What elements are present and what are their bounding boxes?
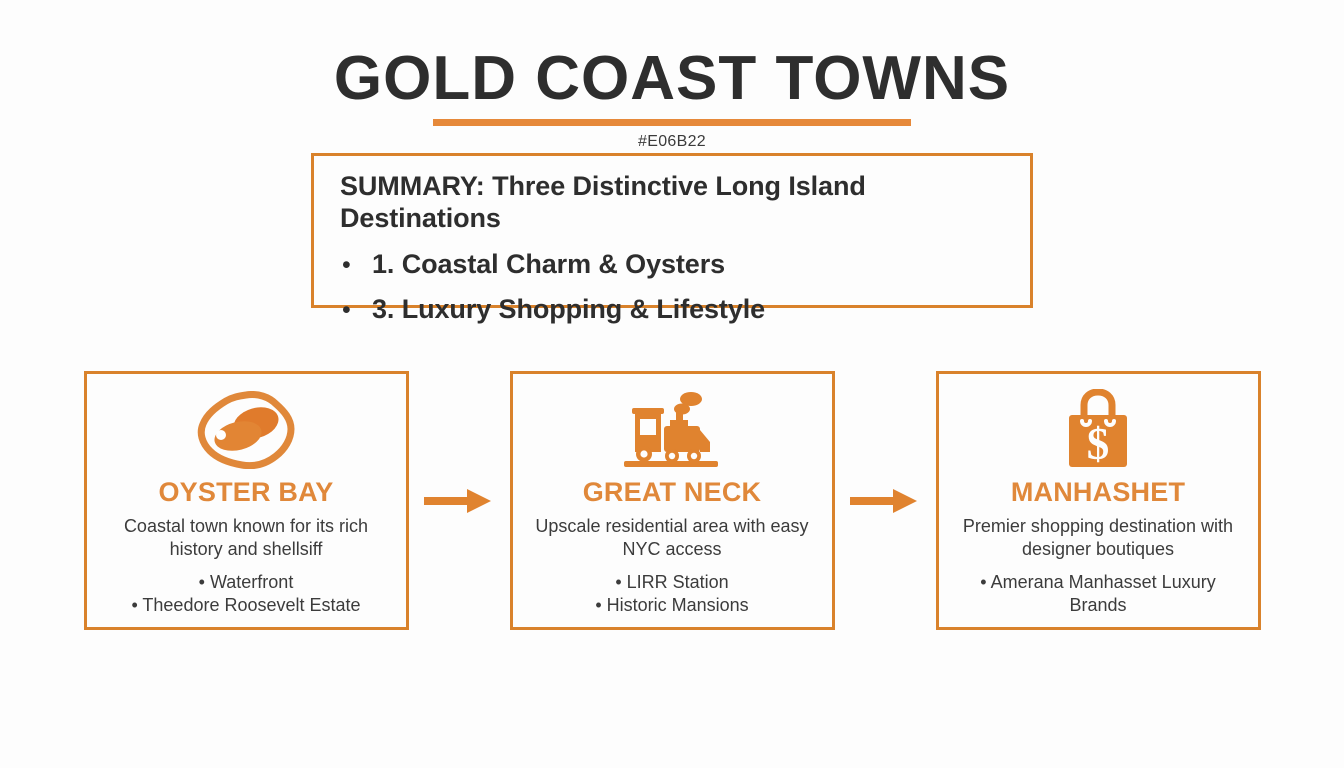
card-bullet-item: • Amerana Manhasset Luxury Brands bbox=[980, 572, 1216, 615]
bullet-dot-icon: • bbox=[342, 295, 351, 324]
card-description: Premier shopping destination with design… bbox=[962, 516, 1234, 559]
summary-box: SUMMARY: Three Distinctive Long Island D… bbox=[311, 153, 1033, 324]
card-bullets: • Amerana Manhasset Luxury Brands bbox=[953, 571, 1243, 617]
summary-heading: SUMMARY: Three Distinctive Long Island D… bbox=[340, 171, 866, 234]
shopping-bag-dollar-icon: $ bbox=[1059, 389, 1137, 470]
summary-bullet-label: 3. Luxury Shopping & Lifestyle bbox=[372, 293, 766, 324]
bullet-dot-icon: • bbox=[342, 250, 351, 279]
summary-bullet-label: 1. Coastal Charm & Oysters bbox=[372, 248, 726, 279]
card-bullets: • Waterfront • Theedore Roosevelt Estate bbox=[101, 571, 391, 617]
oyster-shell-icon bbox=[196, 390, 296, 470]
page-title: GOLD COAST TOWNS bbox=[333, 44, 1011, 113]
card-bullet-item: • Waterfront bbox=[198, 572, 294, 592]
title-subtitle-hex: #E06B22 bbox=[638, 133, 706, 150]
card-title: OYSTER BAY bbox=[158, 477, 334, 507]
card-bullet-item: • Theedore Roosevelt Estate bbox=[131, 594, 361, 615]
title-block: GOLD COAST TOWNS #E06B22 bbox=[0, 48, 1344, 151]
flow-arrow-icon bbox=[835, 371, 936, 630]
town-card-oyster-bay: OYSTER BAY Coastal town known for its ri… bbox=[83, 371, 409, 630]
town-card-great-neck: GREAT NECK Upscale residential area with… bbox=[509, 371, 835, 630]
town-card-manhashet: $ MANHASHET Premier shopping destination… bbox=[935, 371, 1261, 630]
town-cards-row: OYSTER BAY Coastal town known for its ri… bbox=[0, 371, 1344, 631]
flow-arrow-icon bbox=[409, 371, 510, 630]
card-bullet-item: • Historic Mansions bbox=[595, 594, 749, 615]
card-title: GREAT NECK bbox=[582, 477, 762, 507]
card-bullets: • LIRR Station • Historic Mansions bbox=[527, 571, 817, 617]
card-description: Upscale residential area with easy NYC a… bbox=[535, 516, 809, 559]
card-description: Coastal town known for its rich history … bbox=[123, 516, 369, 559]
summary-bullet-item: • 1. Coastal Charm & Oysters bbox=[314, 249, 1030, 280]
card-title: MANHASHET bbox=[1010, 477, 1186, 507]
summary-bullet-item: • 3. Luxury Shopping & Lifestyle bbox=[314, 294, 1030, 325]
title-underline-rule bbox=[433, 119, 911, 126]
card-bullet-item: • LIRR Station bbox=[615, 572, 729, 592]
svg-text:$: $ bbox=[1087, 419, 1110, 469]
steam-train-icon bbox=[622, 390, 722, 470]
